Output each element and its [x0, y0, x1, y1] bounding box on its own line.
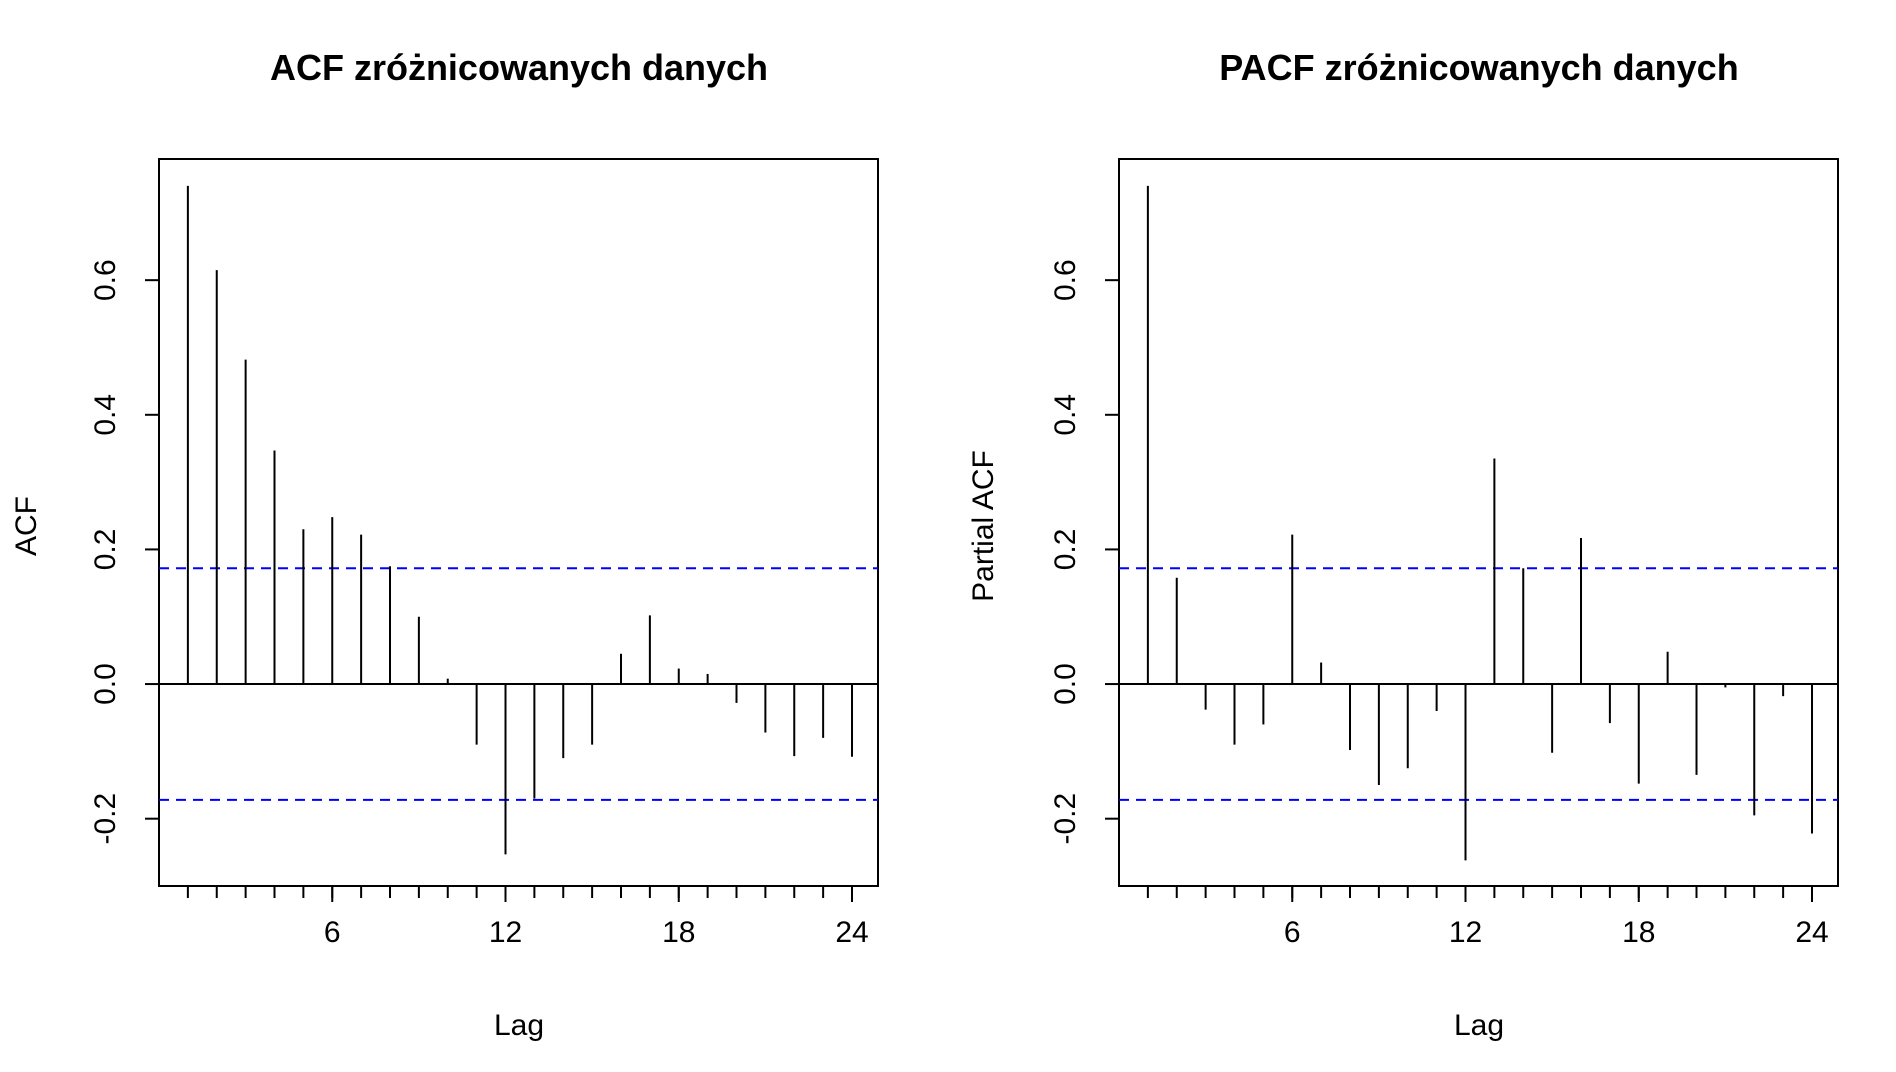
pacf-x-tick-label-12: 12	[1449, 916, 1482, 949]
acf-x-tick-label-6: 6	[324, 916, 341, 949]
pacf-y-tick-label-3: 0.4	[1049, 394, 1082, 436]
acf-y-tick-label-2: 0.2	[89, 529, 122, 571]
pacf-x-tick-label-24: 24	[1795, 916, 1828, 949]
acf-y-tick-label-0: -0.2	[89, 793, 122, 845]
acf-plot-frame	[158, 158, 879, 887]
pacf-x-axis-label: Lag	[1454, 1009, 1504, 1042]
acf-x-axis-label: Lag	[494, 1009, 544, 1042]
pacf-y-axis-label: Partial ACF	[967, 450, 1000, 602]
pacf-title: PACF zróżnicowanych danych	[1219, 47, 1738, 88]
acf-x-tick-label-18: 18	[662, 916, 695, 949]
acf-y-tick-label-4: 0.6	[89, 259, 122, 301]
acf-panel: ACF zróżnicowanych danych ACF Lag 6 12 18 2…	[10, 47, 879, 1042]
acf-y-tick-label-1: 0.0	[89, 663, 122, 705]
acf-y-axis-label: ACF	[10, 496, 43, 556]
pacf-x-tick-label-6: 6	[1284, 916, 1301, 949]
pacf-y-tick-label-4: 0.6	[1049, 259, 1082, 301]
pacf-plot-frame	[1118, 158, 1839, 887]
acf-x-tick-label-24: 24	[835, 916, 868, 949]
pacf-x-tick-label-18: 18	[1622, 916, 1655, 949]
pacf-y-tick-label-2: 0.2	[1049, 529, 1082, 571]
pacf-y-tick-label-0: -0.2	[1049, 793, 1082, 845]
acf-x-tick-label-12: 12	[489, 916, 522, 949]
pacf-y-tick-label-1: 0.0	[1049, 663, 1082, 705]
acf-title: ACF zróżnicowanych danych	[270, 47, 768, 88]
acf-y-tick-label-3: 0.4	[89, 394, 122, 436]
pacf-panel: PACF zróżnicowanych danych Partial ACF L…	[967, 47, 1839, 1042]
